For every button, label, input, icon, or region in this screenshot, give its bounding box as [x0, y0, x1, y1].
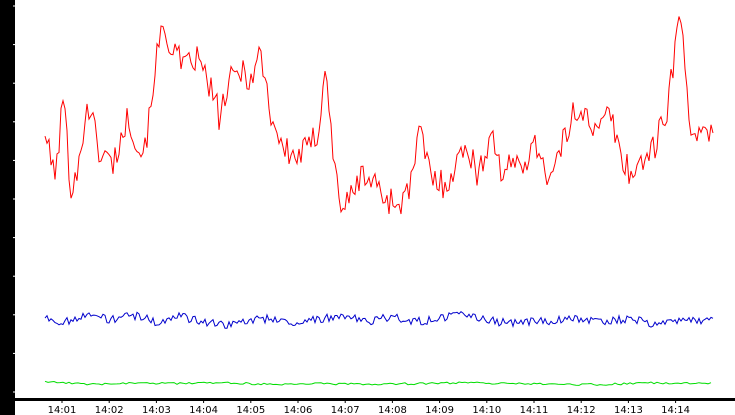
y-tick-label: 23058	[3, 6, 14, 38]
series-layer	[44, 16, 714, 386]
x-tick-label: 14:07	[331, 405, 360, 415]
x-tick-label: 14:11	[520, 405, 549, 415]
x-tick-label: 14:08	[378, 405, 407, 415]
series-line-3	[44, 380, 712, 386]
y-axis-strip	[0, 0, 15, 415]
x-tick-label: 14:02	[95, 405, 124, 415]
y-tick-label: 20752	[3, 29, 14, 61]
y-tick-label: 11529	[3, 183, 14, 215]
y-tick-label: 2305	[3, 341, 14, 366]
series-line-1	[44, 16, 714, 215]
x-axis-ticks: 14:01 14:02 14:03 14:04 14:05 14:06 14:07 14:08…	[48, 398, 690, 415]
y-tick-label: 4611	[3, 302, 14, 327]
x-axis-label-band	[15, 401, 735, 415]
y-tick-label: 13834	[3, 144, 14, 176]
x-tick-label: 14:12	[567, 405, 596, 415]
x-tick-label: 14:01	[48, 405, 77, 415]
x-tick-label: 14:09	[425, 405, 454, 415]
y-axis-ticks: 0 2305 4611 6917 9223 11529 13834 16140 18446 207…	[3, 5, 15, 395]
y-tick-label: 18446	[3, 67, 14, 99]
x-tick-label: 14:05	[236, 405, 265, 415]
x-tick-label: 14:06	[284, 405, 313, 415]
x-tick-label: 14:04	[189, 405, 218, 415]
x-tick-label: 14:13	[614, 405, 643, 415]
x-tick-label: 14:10	[472, 405, 501, 415]
y-tick-label: 6917	[3, 263, 14, 288]
x-tick-label: 14:14	[661, 405, 690, 415]
y-tick-label: 16140	[3, 106, 14, 138]
y-tick-label: 9223	[3, 225, 14, 250]
y-tick-label: 0	[3, 389, 14, 395]
series-line-2	[44, 311, 714, 329]
x-tick-label: 14:03	[142, 405, 171, 415]
